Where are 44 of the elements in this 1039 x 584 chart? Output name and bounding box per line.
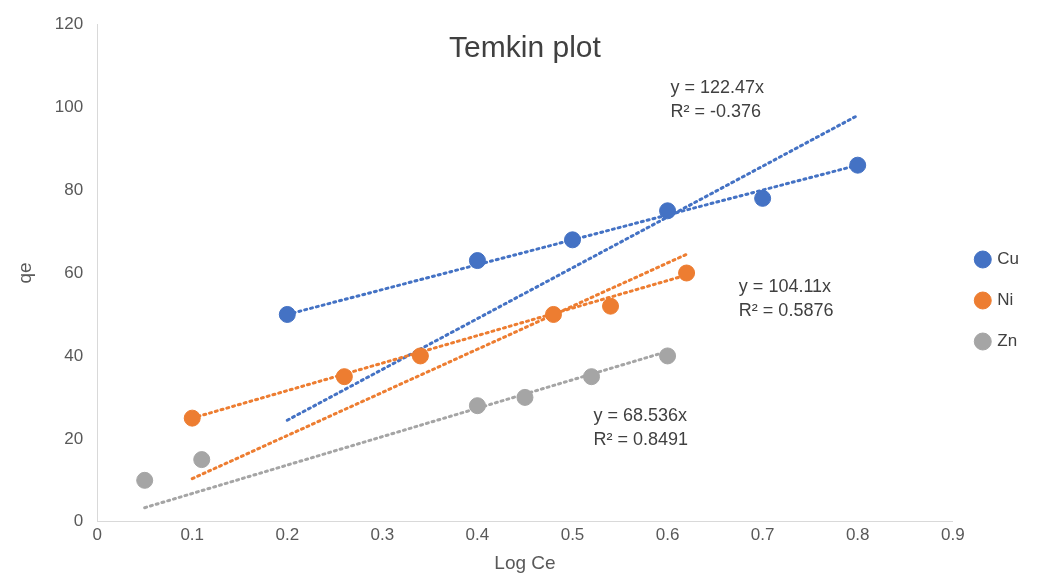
annotation: y = 104.11x R² = 0.5876 <box>738 275 834 320</box>
y-tick-label: 100 <box>54 96 84 116</box>
point <box>544 305 562 323</box>
point <box>659 202 677 220</box>
point <box>468 252 486 270</box>
point <box>136 471 154 489</box>
y-axis-title: qe <box>13 262 35 284</box>
point <box>583 368 601 386</box>
annotation: y = 122.47x R² = -0.376 <box>670 76 764 121</box>
legend-label: Ni <box>997 290 1014 310</box>
point <box>193 451 211 469</box>
x-axis-title: Log Ce <box>494 551 556 573</box>
point <box>754 189 772 207</box>
point <box>411 347 429 365</box>
point <box>602 297 620 315</box>
y-tick-label: 60 <box>64 262 84 282</box>
y-tick-label: 40 <box>64 345 84 365</box>
chart-title: Temkin plot <box>449 30 602 64</box>
annotation: y = 68.536x R² = 0.8491 <box>593 405 688 450</box>
legend-label: Cu <box>997 249 1019 269</box>
point <box>564 231 581 249</box>
x-tick-label: 0.2 <box>275 524 300 544</box>
point <box>849 156 867 174</box>
point <box>659 347 677 365</box>
x-tick-label: 0.7 <box>750 524 775 544</box>
point <box>468 397 486 415</box>
point <box>678 264 696 282</box>
y-tick-label: 80 <box>64 179 84 199</box>
legend-label: Zn <box>997 331 1018 351</box>
x-tick-label: 0.3 <box>370 524 395 544</box>
x-tick-label: 0 <box>92 524 102 544</box>
x-tick-label: 0.9 <box>940 524 965 544</box>
x-tick-label: 0.4 <box>465 524 490 544</box>
point <box>278 305 296 323</box>
x-tick-label: 0.8 <box>845 524 870 544</box>
point <box>183 409 201 427</box>
x-tick-label: 0.1 <box>180 524 205 544</box>
x-tick-label: 0.5 <box>560 524 585 544</box>
y-tick-label: 0 <box>73 511 84 531</box>
y-tick-label: 20 <box>64 428 84 448</box>
x-tick-label: 0.6 <box>655 524 680 544</box>
y-tick-label: 120 <box>54 13 84 33</box>
point <box>335 368 353 386</box>
point <box>516 388 534 406</box>
